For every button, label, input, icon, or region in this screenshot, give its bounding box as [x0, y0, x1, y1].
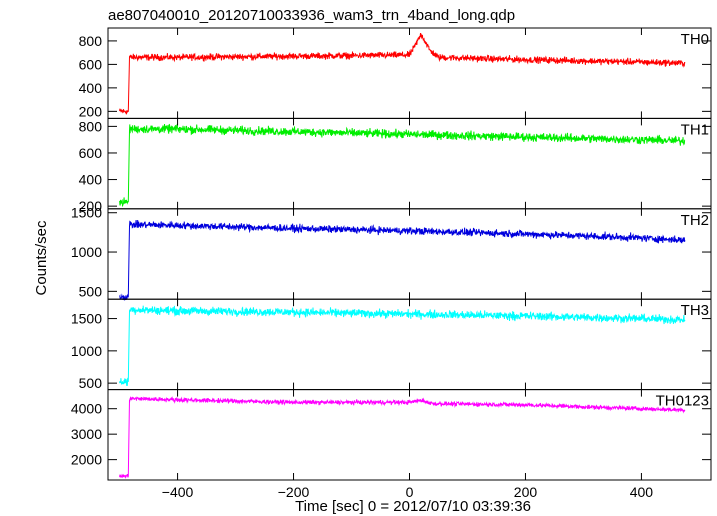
- y-tick-label: 600: [79, 145, 103, 161]
- x-tick-label: −200: [278, 484, 310, 500]
- panel-th0123: 2000 3000 4000 TH0123: [71, 389, 712, 481]
- panel-th3: 500 1000 1500 TH3: [71, 298, 712, 391]
- y-tick-label: 600: [79, 56, 103, 72]
- panel-frame: [107, 27, 712, 119]
- series-line-th1: [119, 123, 686, 208]
- y-tick-label: 4000: [71, 401, 102, 417]
- panel-label: TH0: [681, 31, 709, 48]
- panel-frame: [107, 389, 712, 481]
- y-tick-label: 3000: [71, 426, 102, 442]
- y-tick-label: 1000: [71, 343, 102, 359]
- series-line-th2: [119, 219, 686, 301]
- panel-th2: 500 1000 1500 TH2: [71, 205, 712, 301]
- panel-label: TH2: [681, 212, 709, 229]
- series-line-th0: [119, 32, 686, 115]
- y-tick-label: 500: [79, 283, 103, 299]
- y-tick-label: 400: [79, 172, 103, 188]
- y-tick-label: 200: [79, 103, 103, 119]
- y-axis-label: Counts/sec: [33, 220, 50, 296]
- y-tick-label: 200: [79, 198, 103, 214]
- panel-label: TH3: [681, 302, 709, 319]
- x-axis: −400 −200 0 200 400: [162, 484, 654, 500]
- panel-label: TH1: [681, 121, 709, 138]
- y-tick-label: 500: [79, 375, 103, 391]
- series-line-th0123: [119, 396, 686, 479]
- x-axis-label: Time [sec] 0 = 2012/07/10 03:39:36: [295, 498, 531, 515]
- y-tick-label: 2000: [71, 452, 102, 468]
- panels: 200 400 600 800 TH0 200 400 600 800 TH1 500 1000 150…: [71, 27, 712, 481]
- x-tick-label: 400: [630, 484, 654, 500]
- x-tick-label: 0: [406, 484, 414, 500]
- panel-th0: 200 400 600 800 TH0: [79, 27, 712, 119]
- y-tick-label: 400: [79, 80, 103, 96]
- panel-th1: 200 400 600 800 TH1: [79, 117, 712, 214]
- chart-title: ae807040010_20120710033936_wam3_trn_4ban…: [108, 7, 515, 24]
- y-tick-label: 1500: [71, 205, 102, 221]
- panel-frame: [107, 208, 712, 300]
- series-line-th3: [119, 305, 686, 386]
- y-tick-label: 1000: [71, 244, 102, 260]
- x-tick-label: −400: [162, 484, 194, 500]
- panel-label: TH0123: [656, 393, 709, 410]
- y-tick-label: 1500: [71, 311, 102, 327]
- x-tick-label: 200: [514, 484, 538, 500]
- y-tick-label: 800: [79, 118, 103, 134]
- y-tick-label: 800: [79, 33, 103, 49]
